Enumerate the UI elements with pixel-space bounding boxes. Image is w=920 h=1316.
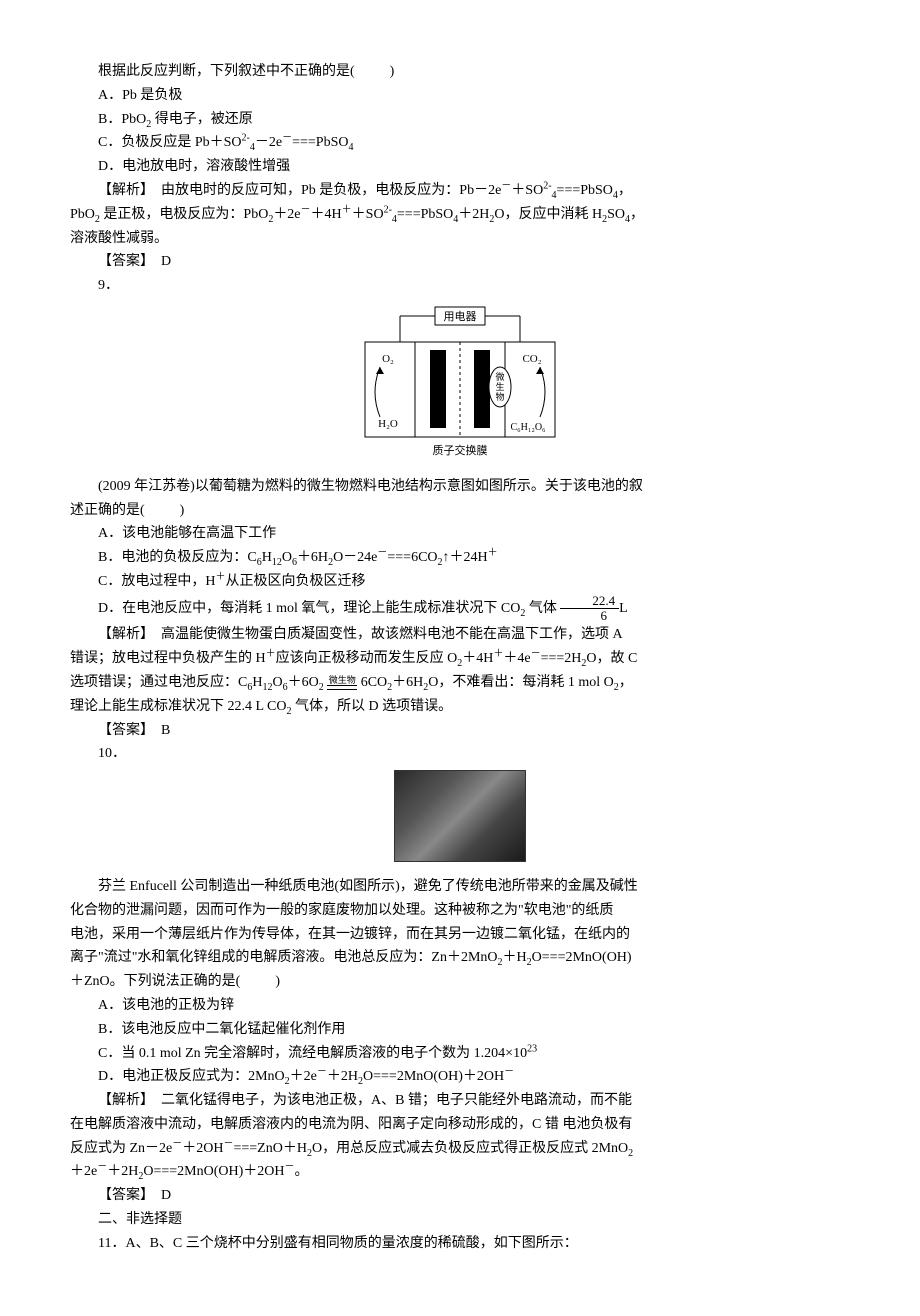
- q8-explain-2: PbO2 是正极，电极反应为：PbO2＋2e－＋4H＋＋SO2-4===PbSO…: [70, 203, 850, 227]
- q8-explain-3: 溶液酸性减弱。: [70, 227, 850, 251]
- q8-optB: B．PbO2 得电子，被还原: [70, 108, 850, 132]
- q8-explain-1: 【解析】 由放电时的反应可知，Pb 是负极，电极反应为：Pb－2e－＋SO2-4…: [70, 179, 850, 203]
- q10-answer: 【答案】 D: [70, 1184, 850, 1208]
- svg-text:CO₂: CO₂: [522, 353, 541, 365]
- q10-p1b: 化合物的泄漏问题，因而可作为一般的家庭废物加以处理。这种被称之为"软电池"的纸质: [70, 899, 850, 923]
- q8-stem: 根据此反应判断，下列叙述中不正确的是(): [70, 60, 850, 84]
- q9-stem-b: 述正确的是(): [70, 499, 850, 523]
- svg-text:O₂: O₂: [382, 353, 394, 365]
- svg-text:质子交换膜: 质子交换膜: [433, 443, 488, 457]
- q10-optD: D．电池正极反应式为：2MnO2＋2e－＋2H2O===2MnO(OH)＋2OH…: [70, 1065, 850, 1089]
- q9-diagram: 用电器 O₂ H₂O CO₂ C₆H₁₂O₆ 微 生 物 质子交换膜: [70, 302, 850, 471]
- q9-optA: A．该电池能够在高温下工作: [70, 522, 850, 546]
- q10-optB: B．该电池反应中二氧化锰起催化剂作用: [70, 1018, 850, 1042]
- svg-text:用电器: 用电器: [444, 310, 477, 323]
- q9-explain-1: 【解析】 高温能使微生物蛋白质凝固变性，故该燃料电池不能在高温下工作，选项 A: [70, 623, 850, 647]
- q10-explain-2: 在电解质溶液中流动，电解质溶液内的电流为阴、阳离子定向移动形成的，C 错 电池负…: [70, 1113, 850, 1137]
- q10-p1c: 电池，采用一个薄层纸片作为传导体，在其一边镀锌，而在其另一边镀二氧化锰，在纸内的: [70, 923, 850, 947]
- q9-optD: D．在电池反应中，每消耗 1 mol 氧气，理论上能生成标准状况下 CO2 气体…: [70, 594, 850, 624]
- q10-optC: C．当 0.1 mol Zn 完全溶解时，流经电解质溶液的电子个数为 1.204…: [70, 1042, 850, 1066]
- q8-optD: D．电池放电时，溶液酸性增强: [70, 155, 850, 179]
- svg-text:物: 物: [495, 391, 504, 402]
- q8-optA: A．Pb 是负极: [70, 84, 850, 108]
- q9-number: 9．: [70, 274, 850, 298]
- q10-p1d: 离子"流过"水和氧化锌组成的电解质溶液。电池总反应为：Zn＋2MnO2＋H2O=…: [70, 946, 850, 970]
- q9-optC: C．放电过程中，H＋从正极区向负极区迁移: [70, 570, 850, 594]
- q10-p1e: ＋ZnO。下列说法正确的是(): [70, 970, 850, 994]
- q9-explain-4: 理论上能生成标准状况下 22.4 L CO2 气体，所以 D 选项错误。: [70, 695, 850, 719]
- q8-answer: 【答案】 D: [70, 250, 850, 274]
- svg-text:H₂O: H₂O: [378, 418, 398, 430]
- q10-explain-4: ＋2e－＋2H2O===2MnO(OH)＋2OH－。: [70, 1160, 850, 1184]
- q10-photo: [70, 770, 850, 871]
- q10-optA: A．该电池的正极为锌: [70, 994, 850, 1018]
- q8-optC: C．负极反应是 Pb＋SO2-4－2e－===PbSO4: [70, 131, 850, 155]
- q9-stem-a: (2009 年江苏卷)以葡萄糖为燃料的微生物燃料电池结构示意图如图所示。关于该电…: [70, 475, 850, 499]
- section2-title: 二、非选择题: [70, 1208, 850, 1232]
- svg-text:C₆H₁₂O₆: C₆H₁₂O₆: [510, 422, 546, 433]
- q9-optB: B．电池的负极反应为：C6H12O6＋6H2O－24e－===6CO2↑＋24H…: [70, 546, 850, 570]
- svg-text:微: 微: [495, 371, 504, 382]
- q11-stem: 11．A、B、C 三个烧杯中分别盛有相同物质的量浓度的稀硫酸，如下图所示：: [70, 1232, 850, 1256]
- svg-text:生: 生: [495, 381, 504, 392]
- q10-p1a: 芬兰 Enfucell 公司制造出一种纸质电池(如图所示)，避免了传统电池所带来…: [70, 875, 850, 899]
- q9-answer: 【答案】 B: [70, 719, 850, 743]
- q10-explain-3: 反应式为 Zn－2e－＋2OH－===ZnO＋H2O，用总反应式减去负极反应式得…: [70, 1137, 850, 1161]
- q10-explain-1: 【解析】 二氧化锰得电子，为该电池正极，A、B 错；电子只能经外电路流动，而不能: [70, 1089, 850, 1113]
- q10-number: 10．: [70, 742, 850, 766]
- q9-explain-3: 选项错误；通过电池反应：C6H12O6＋6O2 微生物 6CO2＋6H2O，不难…: [70, 671, 850, 695]
- q9-explain-2: 错误；放电过程中负极产生的 H＋应该向正极移动而发生反应 O2＋4H＋＋4e－=…: [70, 647, 850, 671]
